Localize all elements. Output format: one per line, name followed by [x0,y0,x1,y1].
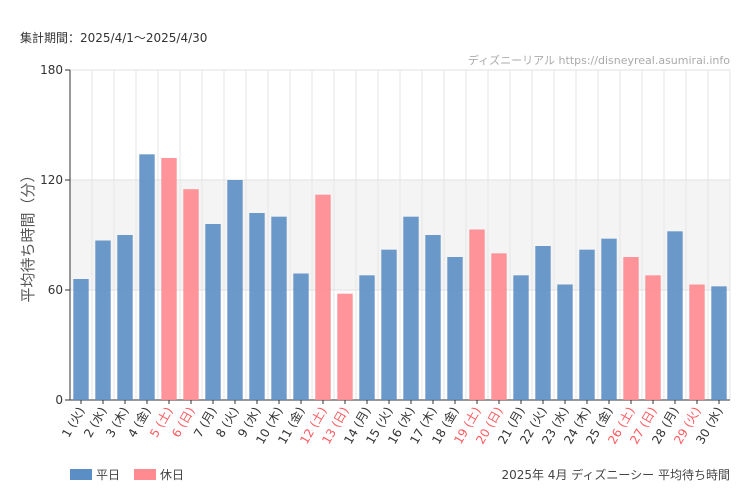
bar[interactable] [469,229,485,401]
bar[interactable] [73,279,89,400]
bar[interactable] [381,249,397,400]
legend-label: 平日 [96,468,121,482]
bar[interactable] [293,273,309,401]
bar[interactable] [579,249,595,400]
bar[interactable] [95,240,111,401]
chart-title: 2025年 4月 ディズニーシー 平均待ち時間 [501,468,730,482]
legend-swatch [134,469,157,480]
bar[interactable] [183,189,199,400]
bar[interactable] [667,231,683,400]
bar[interactable] [205,224,221,400]
bar[interactable] [645,275,661,400]
bar[interactable] [249,213,265,400]
bar[interactable] [689,284,705,401]
credit-label: ディズニーリアル https://disneyreal.asumirai.inf… [467,54,730,67]
legend-label: 休日 [160,468,185,482]
period-label: 集計期間：2025/4/1〜2025/4/30 [20,31,208,45]
y-tick-label: 60 [48,283,63,297]
bar[interactable] [315,194,331,400]
bar[interactable] [359,275,375,400]
bar[interactable] [271,216,287,400]
bar[interactable] [623,257,639,400]
bar[interactable] [117,235,133,400]
legend-holiday[interactable]: 休日 [134,466,184,483]
y-tick-label: 0 [55,393,63,407]
bar[interactable] [491,253,507,400]
bar[interactable] [513,275,529,400]
bar[interactable] [557,284,573,401]
y-axis-label: 平均待ち時間（分） [19,167,37,302]
bar[interactable] [227,180,243,400]
bar[interactable] [535,246,551,400]
legend-weekday[interactable]: 平日 [70,466,120,483]
bar[interactable] [601,238,617,400]
bar[interactable] [425,235,441,400]
bar[interactable] [337,293,353,400]
bar[interactable] [161,158,177,400]
bar[interactable] [447,257,463,400]
bar[interactable] [139,154,155,400]
y-tick-label: 180 [40,63,63,77]
legend: 平日 休日 [70,466,184,483]
bar[interactable] [403,216,419,400]
bar[interactable] [711,286,727,400]
y-tick-label: 120 [40,173,63,187]
legend-swatch [70,469,92,480]
